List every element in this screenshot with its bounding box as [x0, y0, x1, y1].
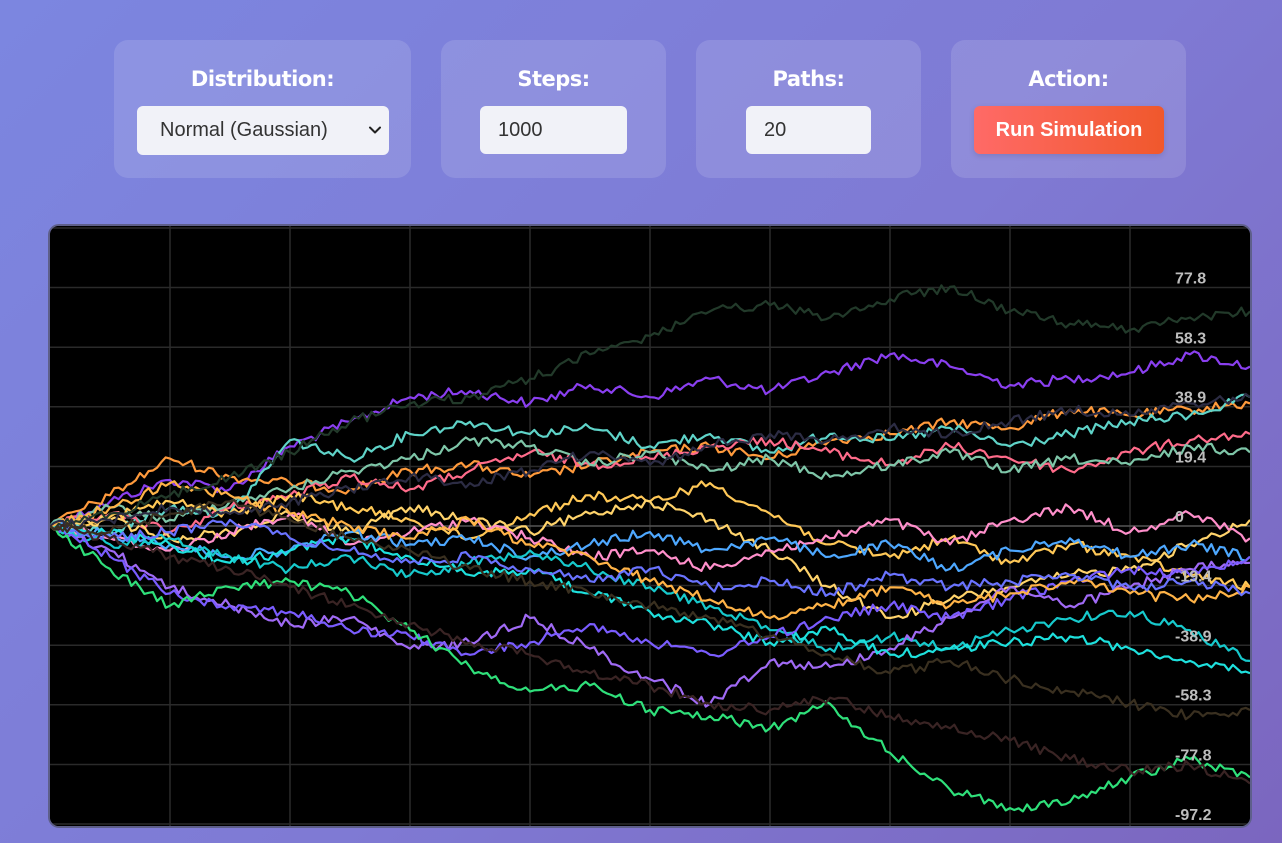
series-line-3 — [50, 393, 1250, 536]
steps-input[interactable]: 1000 — [480, 106, 627, 154]
series-line-12 — [50, 523, 1250, 658]
y-tick-label: 38.9 — [1175, 390, 1206, 407]
paths-input[interactable]: 20 — [746, 106, 871, 154]
y-tick-label: -38.9 — [1175, 628, 1212, 645]
distribution-card: Distribution: Normal (Gaussian) — [114, 40, 411, 178]
y-tick-label: 58.3 — [1175, 330, 1206, 347]
controls-panel: Distribution: Normal (Gaussian) Steps: 1… — [114, 40, 1186, 178]
series-line-1 — [50, 350, 1250, 528]
y-tick-label: 0 — [1175, 509, 1184, 526]
y-tick-label: -97.2 — [1175, 807, 1212, 824]
series-line-5 — [50, 436, 1250, 527]
series-line-10 — [50, 521, 1250, 662]
series-line-16 — [50, 518, 1250, 597]
y-tick-label: 77.8 — [1175, 270, 1206, 287]
series-line-14 — [50, 522, 1250, 675]
distribution-label: Distribution: — [190, 67, 335, 91]
series-group — [50, 284, 1250, 813]
series-line-19 — [50, 392, 1250, 529]
chart-svg: 97.2 77.8 58.3 38.9 19.4 0 -19.4 -38.9 -58.3 -77.… — [50, 226, 1250, 826]
y-axis-ticks: 97.2 77.8 58.3 38.9 19.4 0 -19.4 -38.9 -58.3 -77.… — [1175, 226, 1212, 824]
run-simulation-button[interactable]: Run Simulation — [974, 106, 1164, 154]
series-line-18 — [50, 523, 1250, 785]
simulation-chart: 97.2 77.8 58.3 38.9 19.4 0 -19.4 -38.9 -58.3 -77.… — [48, 224, 1252, 828]
y-tick-label: 19.4 — [1175, 450, 1206, 467]
action-card: Action: Run Simulation — [951, 40, 1186, 178]
action-label: Action: — [1028, 67, 1109, 91]
steps-label: Steps: — [517, 67, 590, 91]
chevron-down-icon — [369, 126, 381, 134]
series-line-11 — [50, 524, 1250, 708]
y-tick-label: -77.8 — [1175, 748, 1212, 765]
paths-card: Paths: 20 — [696, 40, 921, 178]
y-tick-label: -19.4 — [1175, 568, 1212, 585]
y-tick-label: -58.3 — [1175, 688, 1212, 705]
y-tick-label: 97.2 — [1175, 226, 1206, 228]
series-line-13 — [50, 524, 1250, 813]
distribution-selected-value: Normal (Gaussian) — [160, 119, 328, 141]
series-line-8 — [50, 503, 1250, 572]
steps-card: Steps: 1000 — [441, 40, 666, 178]
distribution-select[interactable]: Normal (Gaussian) — [137, 106, 389, 155]
series-line-17 — [50, 284, 1250, 531]
grid — [50, 226, 1250, 826]
series-line-20 — [50, 499, 1250, 721]
series-line-15 — [50, 480, 1250, 621]
paths-label: Paths: — [772, 67, 845, 91]
